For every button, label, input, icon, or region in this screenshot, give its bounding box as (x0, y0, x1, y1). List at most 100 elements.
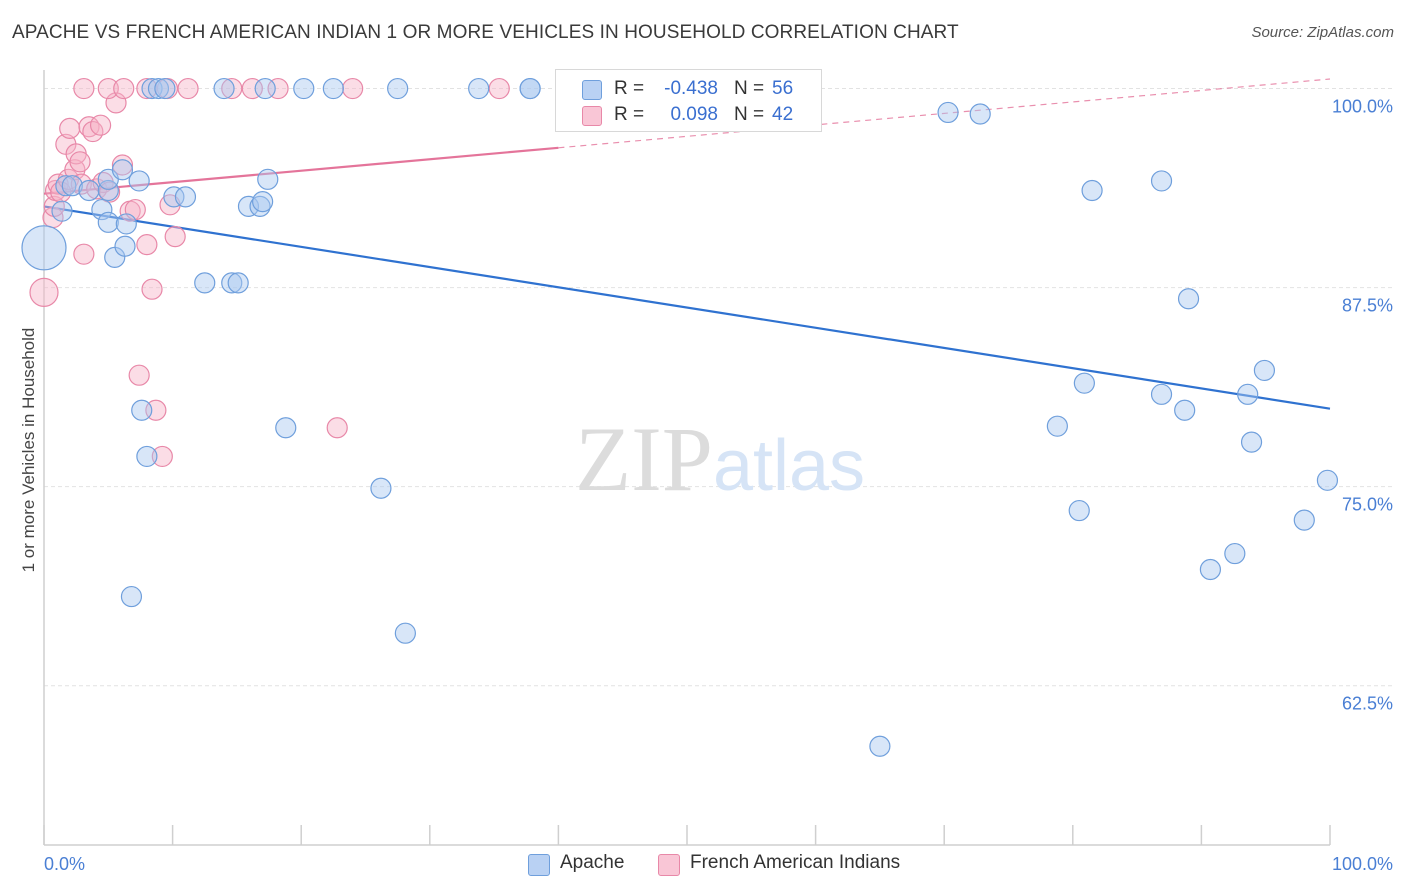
data-point-french-american-indians (342, 77, 364, 100)
data-point-apache (257, 168, 279, 190)
data-point-apache (519, 77, 541, 100)
data-point-french-american-indians (241, 77, 263, 100)
y-tick-label: 87.5% (1342, 296, 1393, 316)
series-legend-swatch-apache (528, 854, 550, 876)
watermark-layer: ZIPatlas (575, 408, 865, 510)
data-point-apache (275, 417, 297, 439)
data-point-apache (293, 77, 315, 100)
trend-line-0 (43, 205, 1331, 410)
data-point-apache (163, 186, 185, 208)
series-legend-label-french-american-indians: French American Indians (690, 852, 901, 873)
data-point-apache (1081, 179, 1103, 202)
points-layer (21, 77, 1339, 757)
data-point-french-american-indians (29, 277, 59, 307)
data-point-apache (227, 272, 249, 294)
data-point-french-american-indians (488, 77, 510, 100)
legend-swatch-apache (582, 80, 602, 100)
data-point-apache (97, 179, 119, 202)
data-point-apache (237, 195, 260, 218)
legend-r-value-apache: -0.438 (664, 78, 718, 99)
y-tick-label: 75.0% (1342, 495, 1393, 515)
data-point-apache (937, 101, 959, 124)
legend-row-french-american-indians: R = 0.098 N = 42 (556, 102, 821, 128)
data-point-apache (322, 77, 344, 100)
data-point-apache (1224, 542, 1246, 565)
data-point-apache (114, 235, 136, 257)
data-point-apache (1046, 415, 1068, 437)
data-point-apache (221, 272, 243, 294)
data-point-apache (468, 77, 490, 100)
data-point-apache (78, 179, 100, 202)
data-point-apache (120, 585, 143, 608)
watermark-part-zip: ZIP (575, 408, 713, 510)
data-point-apache (1199, 558, 1222, 581)
data-point-french-american-indians (151, 445, 173, 468)
data-point-apache (61, 175, 83, 197)
data-point-french-american-indians (73, 77, 95, 100)
watermark-part-atlas: atlas (713, 426, 865, 506)
data-point-apache (51, 200, 73, 222)
data-point-apache (213, 77, 235, 100)
data-point-apache (111, 159, 134, 181)
legend-r-label: R = (614, 104, 645, 125)
data-point-apache (128, 170, 150, 192)
chart-source: Source: ZipAtlas.com (1251, 24, 1394, 41)
data-point-apache (1316, 469, 1339, 491)
data-point-french-american-indians (111, 154, 134, 176)
data-point-french-american-indians (177, 77, 199, 100)
trend-line-dashed-1 (558, 78, 1331, 149)
legend-n-label: N = (734, 78, 765, 99)
x-tick-label-start: 0.0% (44, 854, 85, 874)
legend-r-value-french-american-indians: 0.098 (670, 104, 718, 125)
watermark: ZIPatlas (575, 408, 865, 510)
data-point-apache (97, 211, 119, 233)
legend-swatch-french-american-indians (582, 106, 602, 126)
data-point-apache (394, 622, 416, 644)
data-point-french-american-indians (59, 117, 81, 139)
data-point-french-american-indians (267, 77, 289, 100)
data-point-apache (254, 77, 276, 100)
data-point-apache (1150, 383, 1173, 405)
data-point-apache (1293, 509, 1315, 531)
trend-line-solid-1 (43, 146, 559, 195)
data-point-french-american-indians (128, 364, 150, 386)
legend-n-label: N = (734, 104, 765, 125)
legend-n-value-french-american-indians: 42 (772, 104, 794, 125)
data-point-apache (115, 213, 137, 235)
data-point-apache (21, 225, 67, 271)
chart-title: APACHE VS FRENCH AMERICAN INDIAN 1 OR MO… (12, 22, 959, 43)
data-point-apache (1240, 431, 1263, 453)
data-point-apache (252, 191, 274, 213)
data-point-apache (1177, 288, 1200, 310)
series-legend-label-apache: Apache (560, 852, 625, 873)
tick-label-layer: 62.5% 75.0% 87.5% 100.0% 0.0% 100.0% (44, 97, 1393, 874)
data-point-french-american-indians (113, 77, 135, 100)
data-point-apache (1253, 359, 1276, 382)
data-point-apache (1150, 170, 1173, 192)
x-tick-label-end: 100.0% (1332, 854, 1393, 874)
legend-r-label: R = (614, 78, 645, 99)
data-point-apache (194, 272, 216, 294)
grid-layer (44, 88, 1392, 687)
data-point-apache (1073, 372, 1095, 394)
data-point-apache (154, 77, 176, 100)
data-point-apache (1068, 499, 1090, 522)
data-point-apache (387, 77, 409, 100)
y-tick-label: 62.5% (1342, 694, 1393, 714)
series-legend-swatch-french-american-indians (658, 854, 680, 876)
data-point-apache (370, 477, 392, 499)
data-point-french-american-indians (73, 243, 95, 265)
data-point-apache (1174, 399, 1196, 421)
data-point-french-american-indians (136, 234, 158, 256)
data-point-french-american-indians (326, 417, 348, 439)
axis-layer (43, 70, 1331, 846)
data-point-apache (141, 77, 163, 100)
data-point-apache (91, 198, 113, 221)
data-point-apache (1237, 383, 1259, 405)
legend-n-value-apache: 56 (772, 78, 794, 99)
data-point-french-american-indians (141, 278, 163, 300)
data-point-french-american-indians (69, 151, 91, 173)
data-point-french-american-indians (164, 226, 186, 248)
